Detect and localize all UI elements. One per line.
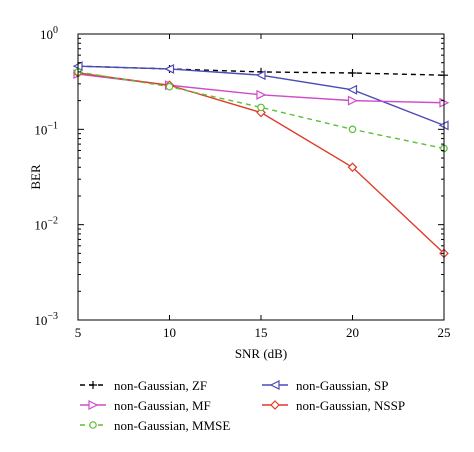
- legend-entry: non-Gaussian, ZF: [80, 378, 207, 393]
- legend-marker: [88, 400, 99, 410]
- legend-marker: [270, 400, 280, 410]
- data-point-marker: [165, 82, 174, 91]
- legend-marker: [89, 381, 97, 389]
- legend-marker: [269, 380, 280, 390]
- x-tick-label: 25: [438, 325, 451, 340]
- y-tick-label: 10−2: [34, 216, 58, 233]
- legend-label: non-Gaussian, SP: [296, 378, 388, 393]
- y-axis-label: BER: [28, 164, 43, 190]
- x-tick-label: 20: [346, 325, 359, 340]
- x-tick-label: 15: [255, 325, 268, 340]
- data-point-marker: [256, 89, 267, 100]
- data-point-marker: [257, 103, 265, 112]
- x-tick-label: 5: [75, 325, 82, 340]
- series-line: [77, 73, 445, 104]
- y-tick-label: 100: [40, 25, 58, 42]
- legend-entry: non-Gaussian, MMSE: [80, 418, 230, 433]
- data-point-marker: [255, 70, 266, 81]
- axes-layer: 5 10 15 20 25 10−3 10−2 10−1 100: [34, 25, 450, 340]
- legend-label: non-Gaussian, MF: [114, 398, 211, 413]
- data-point-marker: [347, 84, 358, 95]
- series-line: [77, 72, 445, 254]
- legend-entry: non-Gaussian, NSSP: [262, 398, 405, 413]
- legend-entry: non-Gaussian, SP: [262, 378, 388, 393]
- legend-marker: [89, 421, 97, 429]
- legend-label: non-Gaussian, ZF: [114, 378, 207, 393]
- y-tick-label: 10−1: [34, 120, 58, 137]
- legend: non-Gaussian, ZF non-Gaussian, SP non-Gaus…: [80, 378, 405, 433]
- x-tick-label: 10: [163, 325, 176, 340]
- legend-label: non-Gaussian, MMSE: [114, 418, 230, 433]
- data-point-marker: [164, 63, 175, 74]
- data-point-marker: [348, 125, 357, 134]
- data-point-marker: [347, 95, 358, 106]
- y-tick-label: 10−3: [34, 311, 58, 328]
- data-point-marker: [347, 162, 358, 173]
- plot-layer: [72, 61, 450, 259]
- x-axis-label: SNR (dB): [235, 346, 287, 361]
- legend-entry: non-Gaussian, MF: [80, 398, 211, 413]
- legend-label: non-Gaussian, NSSP: [296, 398, 405, 413]
- data-point-marker: [348, 68, 357, 77]
